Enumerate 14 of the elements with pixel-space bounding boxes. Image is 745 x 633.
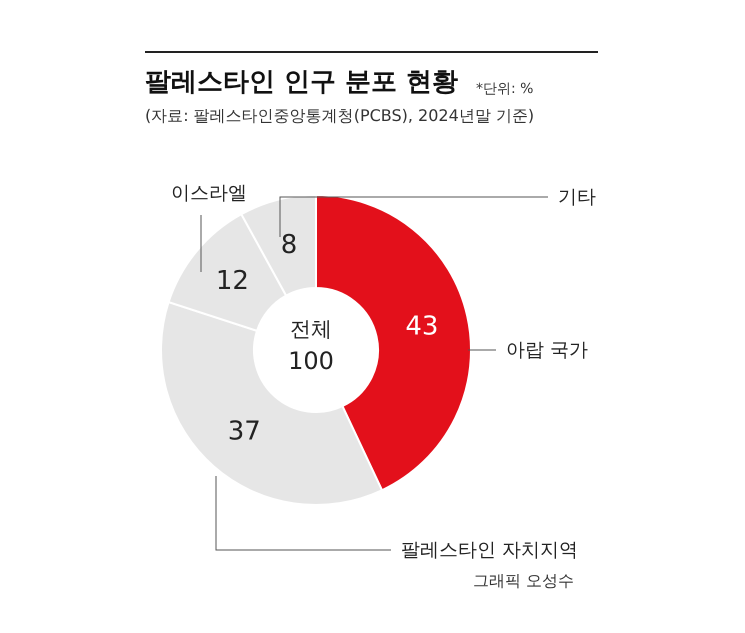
text: 100 [288,347,334,375]
slice-label: 아랍 국가 [506,339,588,361]
chart-subtitle: (자료: 팔레스타인중앙통계청(PCBS), 2024년말 기준) [145,106,534,127]
data-label: 43 [405,311,438,342]
slice-label: 이스라엘 [171,182,247,204]
data-label: 37 [228,416,261,446]
data-label: 12 [216,266,249,296]
slice-label: 기타 [558,186,596,208]
text: *단위: % [476,80,534,98]
data-label: 8 [280,230,298,260]
text: 그래픽 오성수 [473,571,574,592]
text: 전체 [290,317,332,341]
slice-label: 팔레스타인 자치지역 [401,539,578,561]
chart-title: 팔레스타인 인구 분포 현황 [145,66,458,99]
